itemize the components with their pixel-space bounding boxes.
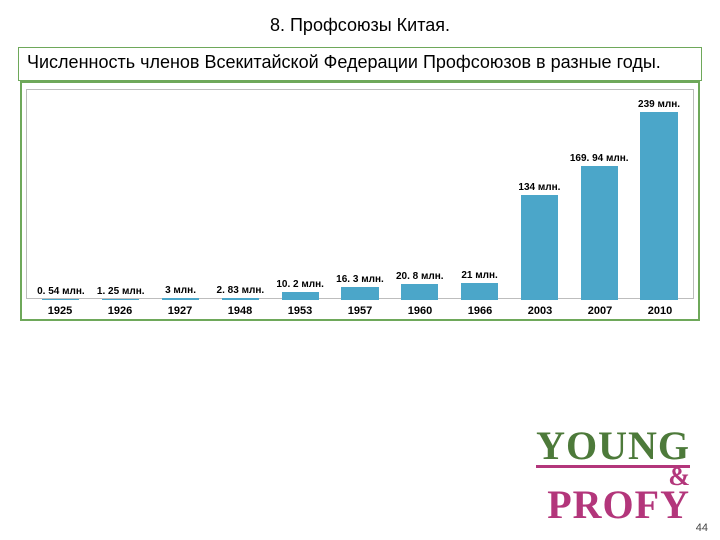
chart-plot: 0. 54 млн. 1. 25 млн. 3 млн. 2. 83 млн. 10. … xyxy=(26,89,694,299)
category-label: 1927 xyxy=(150,305,210,317)
bar-value-label: 169. 94 млн. xyxy=(570,154,629,164)
chart-container: 0. 54 млн. 1. 25 млн. 3 млн. 2. 83 млн. 10. … xyxy=(20,81,700,321)
bar-cell: 134 млн. xyxy=(510,183,570,300)
bar-rect xyxy=(341,287,378,300)
logo-line1: YOUNG xyxy=(536,429,690,468)
bars-row: 0. 54 млн. 1. 25 млн. 3 млн. 2. 83 млн. 10. … xyxy=(27,90,693,300)
bar-cell: 20. 8 млн. xyxy=(390,272,450,300)
logo: YOUNG & PROFY xyxy=(536,429,690,522)
bar-rect xyxy=(640,112,677,300)
bar-rect xyxy=(102,299,139,300)
category-label: 1925 xyxy=(30,305,90,317)
bar-value-label: 134 млн. xyxy=(518,183,560,193)
bar-rect xyxy=(581,166,618,300)
category-label: 1966 xyxy=(450,305,510,317)
category-label: 2007 xyxy=(570,305,630,317)
bar-cell: 16. 3 млн. xyxy=(330,275,390,300)
bar-rect xyxy=(401,284,438,300)
bar-value-label: 20. 8 млн. xyxy=(396,272,444,282)
category-label: 2003 xyxy=(510,305,570,317)
bar-cell: 3 млн. xyxy=(151,286,211,300)
subtitle-box: Численность членов Всекитайской Федераци… xyxy=(18,47,702,81)
bar-cell: 169. 94 млн. xyxy=(569,154,629,300)
category-label: 1948 xyxy=(210,305,270,317)
bar-value-label: 0. 54 млн. xyxy=(37,287,85,297)
bar-rect xyxy=(282,292,319,300)
bar-cell: 0. 54 млн. xyxy=(31,287,91,300)
category-label: 1957 xyxy=(330,305,390,317)
category-label: 1953 xyxy=(270,305,330,317)
logo-line2: PROFY xyxy=(547,482,690,527)
bar-rect xyxy=(461,283,498,300)
bar-value-label: 239 млн. xyxy=(638,100,680,110)
bar-value-label: 16. 3 млн. xyxy=(336,275,384,285)
category-label: 2010 xyxy=(630,305,690,317)
page-number: 44 xyxy=(696,522,708,534)
bar-cell: 2. 83 млн. xyxy=(210,286,270,300)
bar-rect xyxy=(42,299,79,300)
bar-cell: 239 млн. xyxy=(629,100,689,300)
bar-value-label: 10. 2 млн. xyxy=(276,280,324,290)
bar-rect xyxy=(162,298,199,300)
bar-value-label: 2. 83 млн. xyxy=(217,286,265,296)
bar-value-label: 21 млн. xyxy=(461,271,497,281)
category-label: 1960 xyxy=(390,305,450,317)
bar-cell: 10. 2 млн. xyxy=(270,280,330,300)
bar-cell: 1. 25 млн. xyxy=(91,287,151,300)
bar-cell: 21 млн. xyxy=(450,271,510,300)
bar-rect xyxy=(222,298,259,300)
categories-row: 1925192619271948195319571960196620032007… xyxy=(26,299,694,317)
slide-title: 8. Профсоюзы Китая. xyxy=(18,14,702,37)
bar-value-label: 3 млн. xyxy=(165,286,196,296)
category-label: 1926 xyxy=(90,305,150,317)
bar-rect xyxy=(521,195,558,300)
bar-value-label: 1. 25 млн. xyxy=(97,287,145,297)
slide: 8. Профсоюзы Китая. Численность членов В… xyxy=(0,0,720,540)
